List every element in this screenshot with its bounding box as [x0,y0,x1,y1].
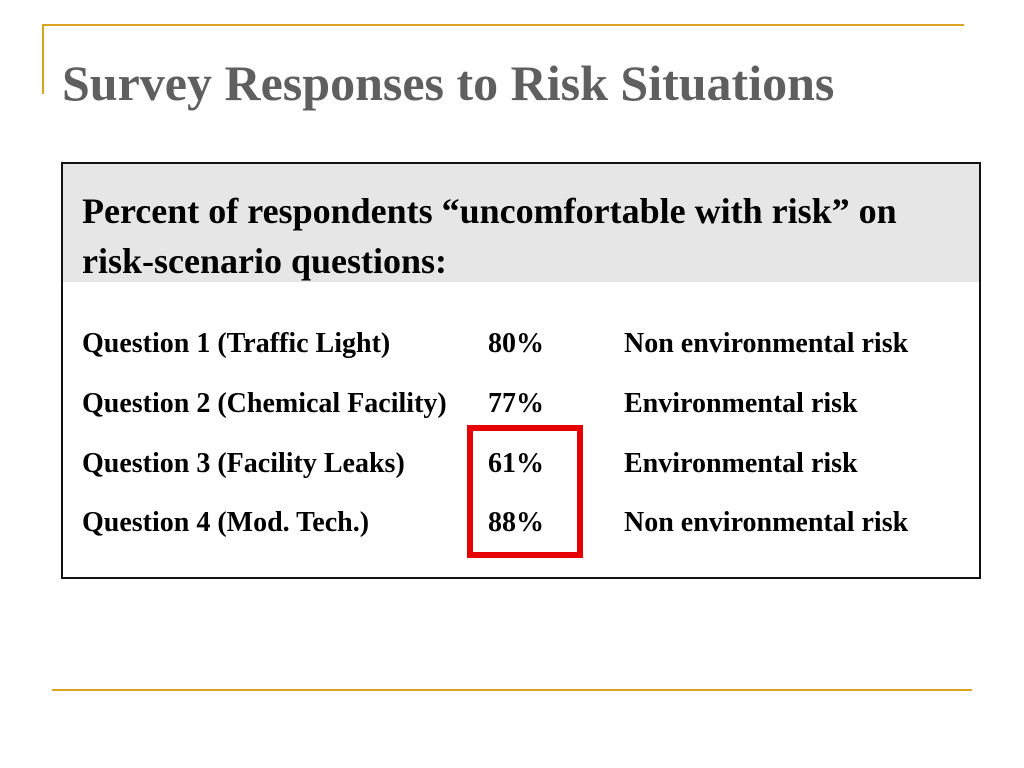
table-row: Question 2 (Chemical Facility) 77% Envir… [63,388,979,428]
question-label: Question 2 (Chemical Facility) [82,388,447,419]
slide-title: Survey Responses to Risk Situations [62,55,835,111]
table-header-text: Percent of respondents “uncomfortable wi… [82,191,897,281]
table-row: Question 1 (Traffic Light) 80% Non envir… [63,328,979,368]
question-label: Question 3 (Facility Leaks) [82,448,405,479]
risk-category: Non environmental risk [624,328,909,359]
frame-left-line [42,24,44,94]
table-row: Question 4 (Mod. Tech.) 88% Non environm… [63,507,979,547]
percent-value: 88% [488,507,544,538]
data-table: Percent of respondents “uncomfortable wi… [61,162,981,579]
question-label: Question 1 (Traffic Light) [82,328,391,359]
table-header-band: Percent of respondents “uncomfortable wi… [63,164,979,282]
frame-top-line [42,24,964,26]
question-label: Question 4 (Mod. Tech.) [82,507,370,538]
percent-value: 61% [488,448,544,479]
risk-category: Environmental risk [624,388,858,419]
frame-bottom-line [52,689,972,691]
table-row: Question 3 (Facility Leaks) 61% Environm… [63,448,979,488]
risk-category: Environmental risk [624,448,858,479]
highlight-box [467,425,583,558]
risk-category: Non environmental risk [624,507,909,538]
percent-value: 77% [488,388,544,419]
percent-value: 80% [488,328,544,359]
